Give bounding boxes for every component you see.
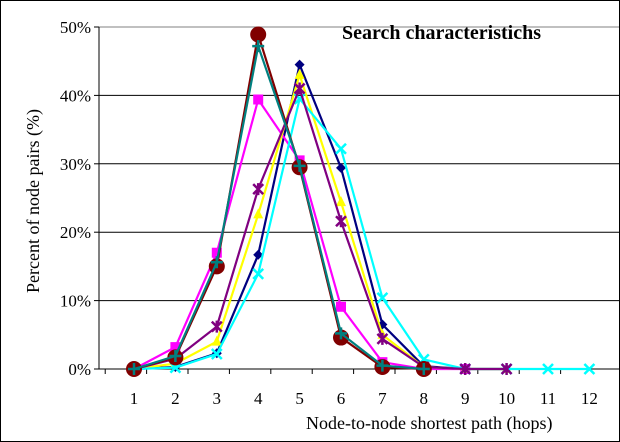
data-point [335, 327, 347, 340]
data-point [128, 363, 140, 375]
x-tick-label: 7 [378, 389, 387, 408]
chart-title: Search characteristichs [342, 22, 541, 44]
series-7 [128, 40, 430, 375]
y-tick-label: 20% [60, 223, 91, 242]
data-point [293, 82, 306, 95]
data-point [211, 247, 222, 258]
data-point [210, 320, 223, 333]
y-tick-label: 10% [60, 292, 91, 311]
data-point [170, 342, 181, 353]
data-point [169, 350, 182, 363]
data-point [542, 363, 554, 375]
x-tick-label: 9 [461, 389, 470, 408]
x-tick-label: 2 [171, 389, 180, 408]
tick-labels: 0%10%20%30%40%50%1 2 3 4 5 6 7 8 9 10 11 12 [60, 18, 598, 408]
x-tick-label: 5 [295, 389, 304, 408]
data-point [252, 40, 265, 53]
y-tick-label: 40% [60, 86, 91, 105]
data-point [335, 142, 347, 155]
y-tick-label: 30% [60, 155, 91, 174]
x-tick-label: 1 [130, 389, 139, 408]
data-point [417, 363, 430, 375]
data-point [250, 26, 267, 43]
series-line [133, 41, 424, 371]
data-point [336, 196, 346, 207]
data-point [210, 256, 223, 269]
data-point [335, 215, 347, 228]
x-tick-label: 11 [540, 389, 556, 408]
x-tick-label: 6 [337, 389, 346, 408]
data-point [336, 301, 346, 312]
data-point [376, 359, 389, 372]
x-tick-label: 12 [581, 389, 598, 408]
plot-area [98, 26, 619, 370]
data-point [376, 332, 389, 345]
data-point [211, 335, 222, 346]
x-tick-label: 10 [498, 389, 515, 408]
data-point [210, 348, 223, 360]
data-point [336, 162, 346, 173]
series-line [133, 96, 590, 371]
series-4 [128, 92, 596, 375]
data-point [294, 59, 305, 70]
data-point [253, 249, 264, 260]
data-point [253, 208, 264, 219]
x-axis-title: Node-to-node shortest path (hops) [306, 413, 552, 434]
y-tick-label: 0% [68, 360, 91, 379]
series-line [133, 85, 507, 371]
series-group [126, 26, 596, 377]
x-tick-label: 8 [420, 389, 429, 408]
data-point [293, 159, 306, 172]
data-point [500, 363, 513, 375]
data-point [583, 363, 596, 375]
data-point [294, 68, 305, 79]
data-point [253, 94, 264, 105]
series-line [133, 96, 466, 371]
data-point [252, 268, 265, 280]
series-2 [129, 94, 471, 374]
x-tick-label: 3 [213, 389, 222, 408]
x-tick-label: 4 [254, 389, 263, 408]
data-point [252, 183, 265, 196]
series-1 [129, 59, 512, 374]
y-axis-title: Percent of node pairs (%) [23, 109, 44, 293]
data-point [459, 363, 472, 375]
data-point [376, 291, 389, 304]
y-tick-label: 50% [60, 18, 91, 37]
